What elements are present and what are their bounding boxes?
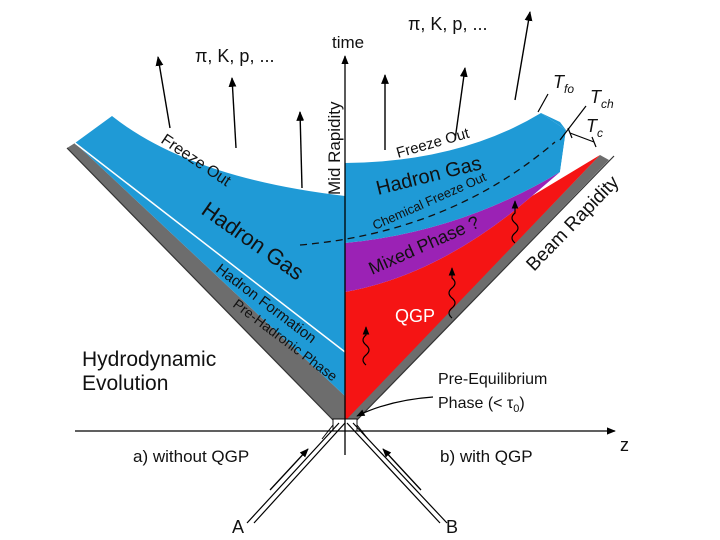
time-label: time	[332, 33, 364, 52]
t-ch-label: Tch	[590, 87, 614, 111]
tch-pointer	[559, 105, 587, 141]
right-hadron-gas-tip	[541, 113, 566, 130]
qgp-region	[345, 155, 600, 420]
particle-arrow	[514, 11, 533, 101]
left-particles-label: π, K, p, ...	[195, 46, 274, 66]
caption-without-qgp: a) without QGP	[133, 447, 249, 466]
t-c-label: Tc	[586, 116, 603, 140]
tfo-pointer	[537, 93, 549, 113]
beam-b-line-2	[352, 422, 448, 524]
pre-equilibrium-line1: Pre-Equilibrium	[438, 371, 547, 388]
caption-with-qgp: b) with QGP	[440, 447, 533, 466]
t-fo-sub: fo	[564, 82, 574, 96]
beam-a-label: A	[232, 517, 244, 537]
t-ch-sub: ch	[601, 97, 614, 111]
particle-arrow	[296, 111, 305, 189]
t-c-sub: c	[597, 126, 603, 140]
tau-subscript: 0	[513, 403, 519, 415]
tc-bracket-cap	[591, 136, 597, 148]
pre-equilibrium-line2: Phase (< τ0)	[438, 395, 525, 415]
t-fo-label: Tfo	[553, 72, 574, 96]
left-hadron-gas-region	[75, 116, 345, 396]
beam-a-line	[246, 422, 340, 524]
photon-arrow	[362, 326, 370, 366]
hydro-line2: Evolution	[82, 372, 168, 395]
z-label: z	[620, 435, 629, 455]
tc-gap	[560, 130, 588, 172]
outgoing-left	[321, 424, 334, 440]
tc-bracket-cap	[567, 127, 573, 139]
beam-a-arrow	[269, 448, 309, 491]
right-particles-label: π, K, p, ...	[408, 14, 487, 34]
hadron-formation-line	[74, 142, 346, 353]
tc-bracket	[569, 132, 595, 143]
outgoing-right	[356, 424, 369, 440]
beam-b-label: B	[446, 517, 458, 537]
pre-equilibrium-close: )	[519, 395, 524, 412]
hydro-line1: Hydrodynamic	[82, 348, 216, 371]
pre-equilibrium-pointer	[356, 396, 434, 417]
mixed-phase-region	[345, 172, 560, 292]
beam-b-line	[346, 422, 441, 524]
right-pre-equilibrium-region	[345, 155, 609, 420]
beam-b-arrow	[382, 448, 422, 491]
qgp-label: QGP	[395, 306, 435, 326]
particle-arrow	[454, 67, 468, 141]
left-pre-hadronic-region	[67, 143, 345, 420]
beam-a-line-2	[253, 422, 346, 524]
right-light-cone	[356, 155, 615, 421]
mid-rapidity-label: Mid Rapidity	[325, 101, 344, 195]
particle-arrow	[155, 56, 171, 129]
photon-arrow	[511, 200, 519, 244]
photon-arrow	[448, 267, 456, 319]
right-hadron-gas-region	[345, 113, 566, 243]
left-light-cone	[66, 147, 334, 421]
particle-arrow	[228, 77, 237, 149]
chemical-freeze-out-line	[299, 141, 556, 246]
